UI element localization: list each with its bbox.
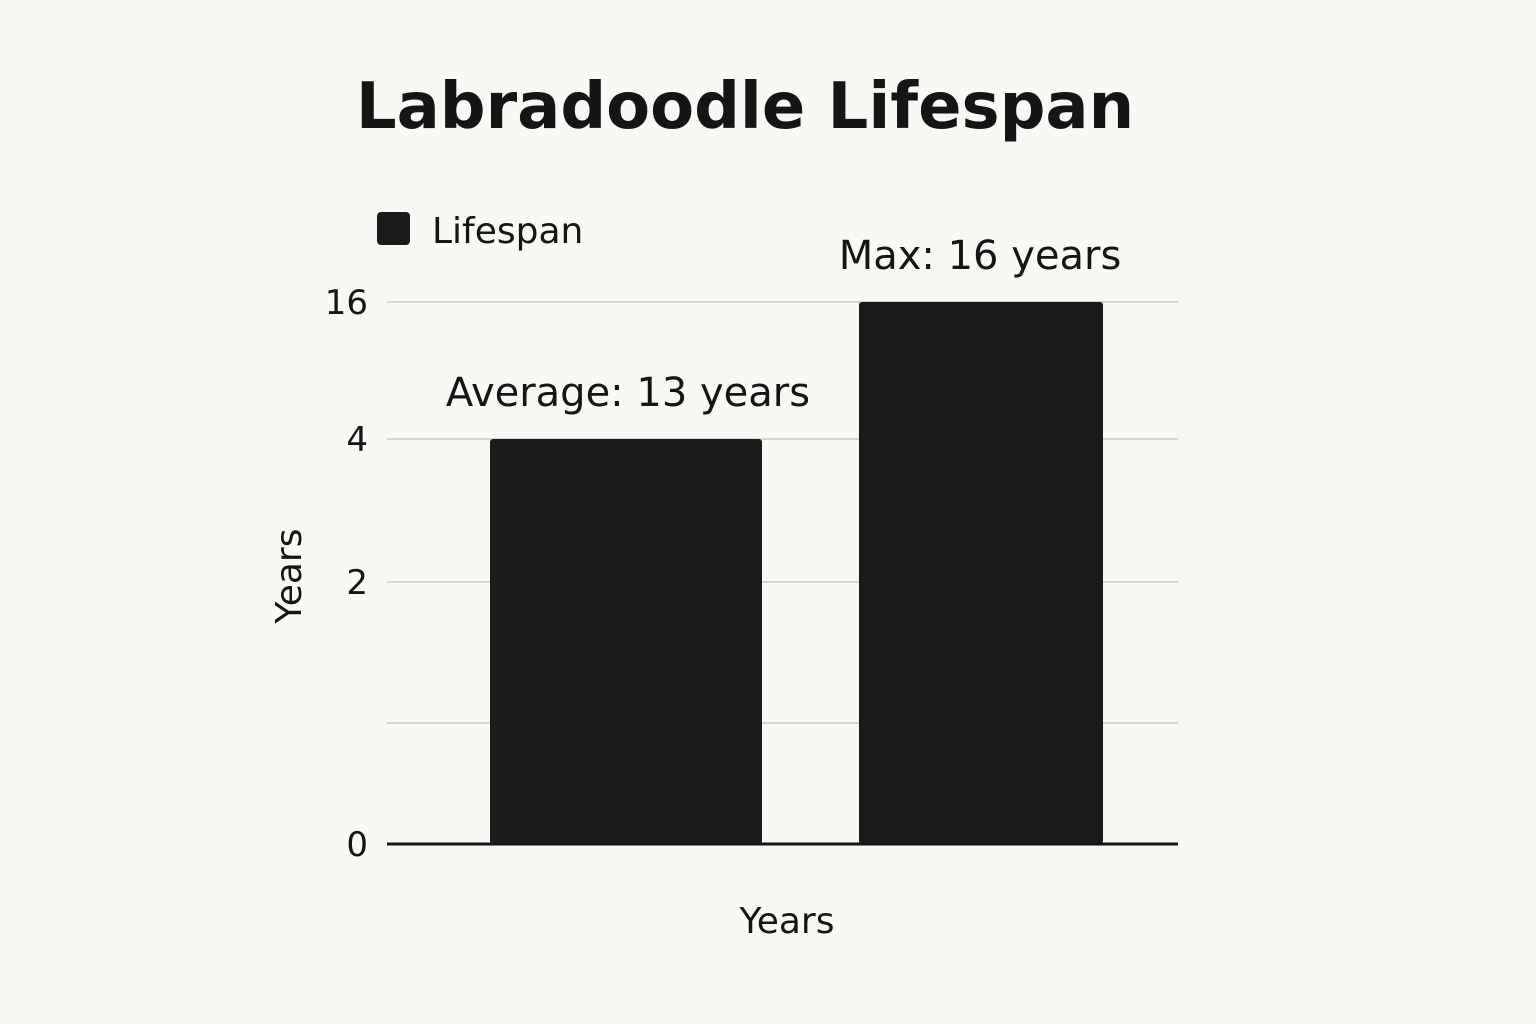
legend: Lifespan (377, 211, 583, 252)
y-tick-label: 4 (346, 420, 368, 460)
x-axis-label: Years (739, 901, 835, 942)
chart-title: Labradoodle Lifespan (356, 70, 1134, 144)
bar-average (490, 439, 762, 844)
bar-labels: Average: 13 years Max: 16 years (446, 233, 1121, 416)
y-tick-label: 0 (346, 825, 368, 865)
legend-swatch-lifespan (377, 212, 410, 245)
bar-label-average: Average: 13 years (446, 370, 810, 416)
legend-label-lifespan: Lifespan (432, 211, 583, 252)
y-axis-label: Years (269, 529, 310, 625)
bars (490, 302, 1103, 844)
y-tick-label: 2 (346, 563, 368, 603)
bar-max (859, 302, 1103, 844)
bar-label-max: Max: 16 years (839, 233, 1122, 279)
y-axis-ticks: 0 2 4 16 (325, 283, 368, 865)
y-tick-label: 16 (325, 283, 368, 323)
